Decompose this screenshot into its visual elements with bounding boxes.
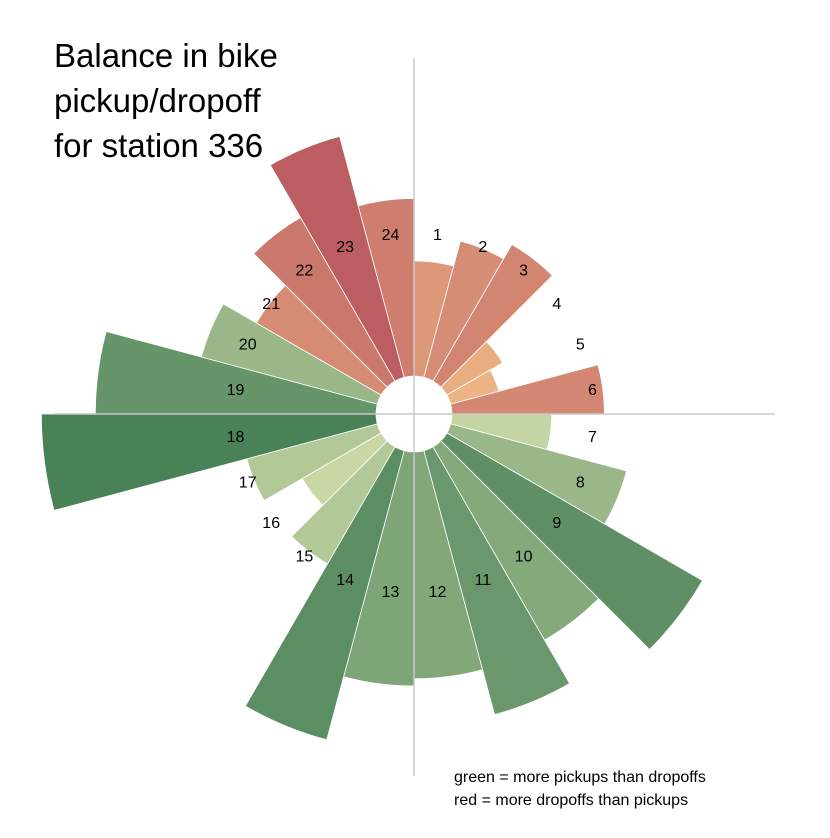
- bar-hour-15: [291, 440, 396, 565]
- hour-label-22: 22: [296, 263, 314, 280]
- hour-label-11: 11: [475, 572, 492, 589]
- hour-label-12: 12: [429, 584, 447, 601]
- hour-label-18: 18: [227, 429, 245, 446]
- hour-label-21: 21: [262, 296, 280, 313]
- hour-label-2: 2: [478, 239, 487, 256]
- hour-label-15: 15: [296, 548, 314, 565]
- bar-hour-14: [244, 446, 405, 741]
- bars-layer: [40, 135, 704, 741]
- hour-label-9: 9: [552, 515, 561, 532]
- legend-red-note: red = more dropoffs than pickups: [454, 792, 688, 809]
- title-line-2: pickup/dropoff: [54, 82, 262, 119]
- title-line-3: for station 336: [54, 127, 263, 164]
- axes-layer: [53, 58, 775, 776]
- bar-hour-9: [440, 432, 704, 651]
- bar-hour-20: [200, 303, 382, 405]
- hour-label-14: 14: [336, 572, 354, 589]
- hour-label-8: 8: [576, 474, 585, 491]
- hour-label-3: 3: [519, 263, 528, 280]
- hour-label-4: 4: [552, 296, 561, 313]
- bar-hour-23: [269, 135, 405, 382]
- bar-hour-4: [440, 341, 504, 396]
- bar-hour-11: [423, 446, 571, 716]
- title-line-1: Balance in bike: [54, 37, 278, 74]
- hour-label-17: 17: [239, 474, 257, 491]
- hour-label-7: 7: [588, 429, 597, 446]
- bar-hour-3: [432, 243, 553, 388]
- bar-hour-19: [94, 331, 378, 415]
- hour-label-19: 19: [227, 382, 245, 399]
- hour-label-24: 24: [382, 227, 400, 244]
- hour-label-5: 5: [576, 337, 585, 354]
- hour-label-1: 1: [433, 227, 442, 244]
- legend-green-note: green = more pickups than dropoffs: [454, 769, 706, 786]
- hour-label-10: 10: [515, 548, 533, 565]
- hour-label-23: 23: [336, 239, 354, 256]
- hour-label-16: 16: [262, 515, 280, 532]
- hour-label-6: 6: [588, 382, 597, 399]
- legend-note: green = more pickups than dropoffs red =…: [454, 769, 706, 809]
- hour-label-13: 13: [382, 584, 400, 601]
- hour-label-20: 20: [239, 337, 257, 354]
- chart-title: Balance in bike pickup/dropoff for stati…: [54, 37, 278, 164]
- bar-hour-18: [40, 413, 378, 511]
